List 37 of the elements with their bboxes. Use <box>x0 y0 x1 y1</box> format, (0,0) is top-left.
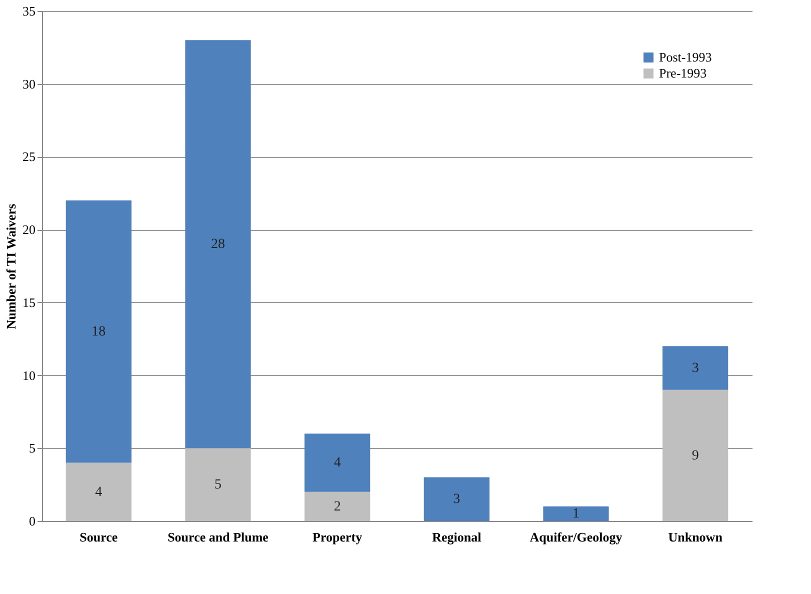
data-label: 4 <box>95 484 102 500</box>
data-label: 9 <box>692 448 699 464</box>
bar <box>66 462 132 521</box>
legend-label: Post-1993 <box>659 50 712 64</box>
x-tick-label: Regional <box>432 530 482 544</box>
y-tick-label: 10 <box>22 368 36 383</box>
bar <box>662 390 728 521</box>
data-label: 3 <box>453 492 460 508</box>
data-label: 5 <box>214 478 222 493</box>
data-label: 3 <box>692 361 699 376</box>
bar <box>662 346 728 390</box>
legend-label: Pre-1993 <box>659 66 707 80</box>
bar <box>304 434 370 492</box>
data-label: 1 <box>572 506 580 522</box>
y-tick-label: 35 <box>22 4 36 18</box>
y-tick-label: 15 <box>22 294 36 310</box>
bar <box>304 492 370 521</box>
x-tick-label: Source and Plume <box>168 530 269 544</box>
x-tick-label: Aquifer/Geology <box>530 530 623 544</box>
y-tick-label: 25 <box>22 149 36 164</box>
data-label: 28 <box>211 237 226 252</box>
y-tick-label: 5 <box>29 440 36 456</box>
x-tick-label: Unknown <box>668 530 724 544</box>
y-tick-label: 30 <box>22 76 36 92</box>
y-axis-title: Number of TI Waivers <box>4 204 18 330</box>
data-label: 18 <box>92 324 106 340</box>
bar <box>543 506 609 521</box>
data-label: 4 <box>334 456 341 471</box>
bar <box>185 448 251 521</box>
x-tick-label: Property <box>312 530 363 544</box>
bar <box>66 200 132 463</box>
y-tick-label: 0 <box>29 514 36 528</box>
x-tick-label: Source <box>80 530 118 544</box>
y-tick-label: 20 <box>22 222 36 238</box>
data-label: 2 <box>334 499 341 514</box>
bar <box>185 40 251 448</box>
bar <box>424 477 490 521</box>
